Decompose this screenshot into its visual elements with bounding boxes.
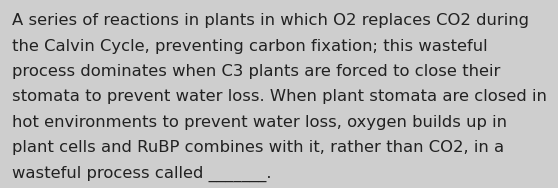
Text: A series of reactions in plants in which O2 replaces CO2 during: A series of reactions in plants in which…: [12, 13, 530, 28]
Text: hot environments to prevent water loss, oxygen builds up in: hot environments to prevent water loss, …: [12, 115, 507, 130]
Text: the Calvin Cycle, preventing carbon fixation; this wasteful: the Calvin Cycle, preventing carbon fixa…: [12, 39, 488, 54]
Text: stomata to prevent water loss. When plant stomata are closed in: stomata to prevent water loss. When plan…: [12, 89, 547, 104]
Text: wasteful process called _______.: wasteful process called _______.: [12, 165, 272, 182]
Text: process dominates when C3 plants are forced to close their: process dominates when C3 plants are for…: [12, 64, 501, 79]
Text: plant cells and RuBP combines with it, rather than CO2, in a: plant cells and RuBP combines with it, r…: [12, 140, 504, 155]
